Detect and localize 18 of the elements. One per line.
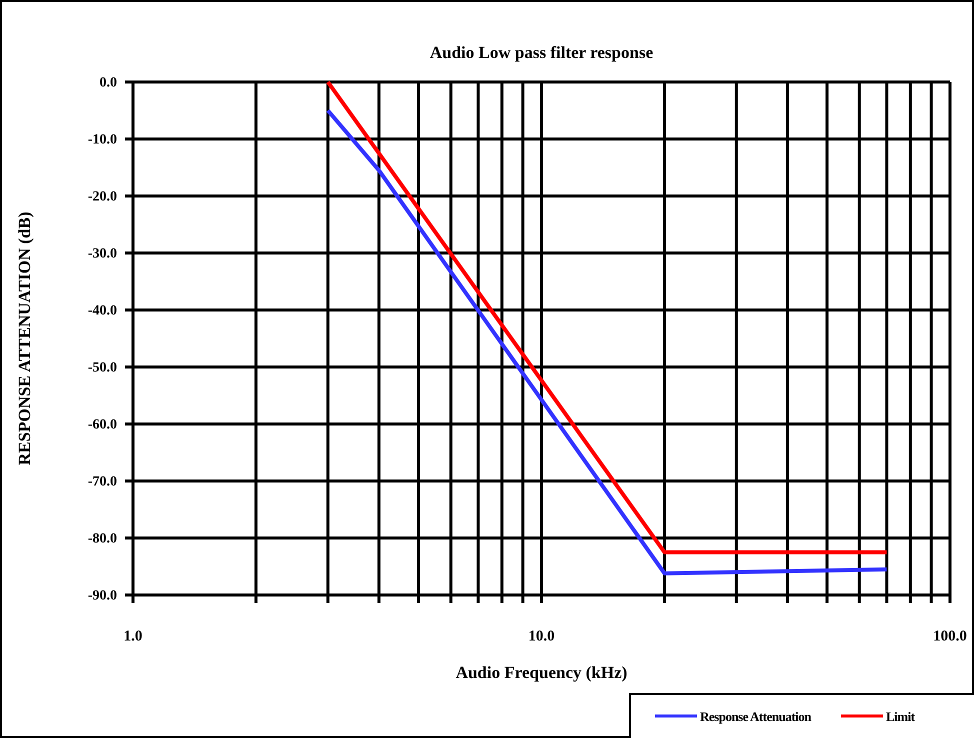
x-tick-label: 100.0 — [933, 628, 967, 645]
y-tick-label: -20.0 — [88, 189, 117, 204]
y-tick-label: -70.0 — [88, 474, 117, 490]
y-tick-label: -80.0 — [88, 531, 117, 546]
y-tick-label: 0.0 — [100, 75, 117, 90]
legend-label: Limit — [886, 709, 916, 724]
y-tick-label: -30.0 — [88, 246, 117, 262]
y-tick-label: -60.0 — [88, 417, 117, 432]
y-tick-label: -40.0 — [88, 303, 117, 318]
y-tick-label: -50.0 — [88, 360, 117, 376]
legend-label: Response Attenuation — [700, 709, 812, 724]
y-axis-title: RESPONSE ATTENUATION (dB) — [15, 212, 34, 466]
y-tick-label: -10.0 — [88, 132, 117, 148]
chart-title: Audio Low pass filter response — [430, 43, 654, 62]
y-tick-label: -90.0 — [88, 588, 117, 604]
x-tick-label: 1.0 — [124, 628, 142, 645]
x-tick-label: 10.0 — [528, 628, 555, 645]
x-axis-title: Audio Frequency (kHz) — [456, 663, 628, 682]
